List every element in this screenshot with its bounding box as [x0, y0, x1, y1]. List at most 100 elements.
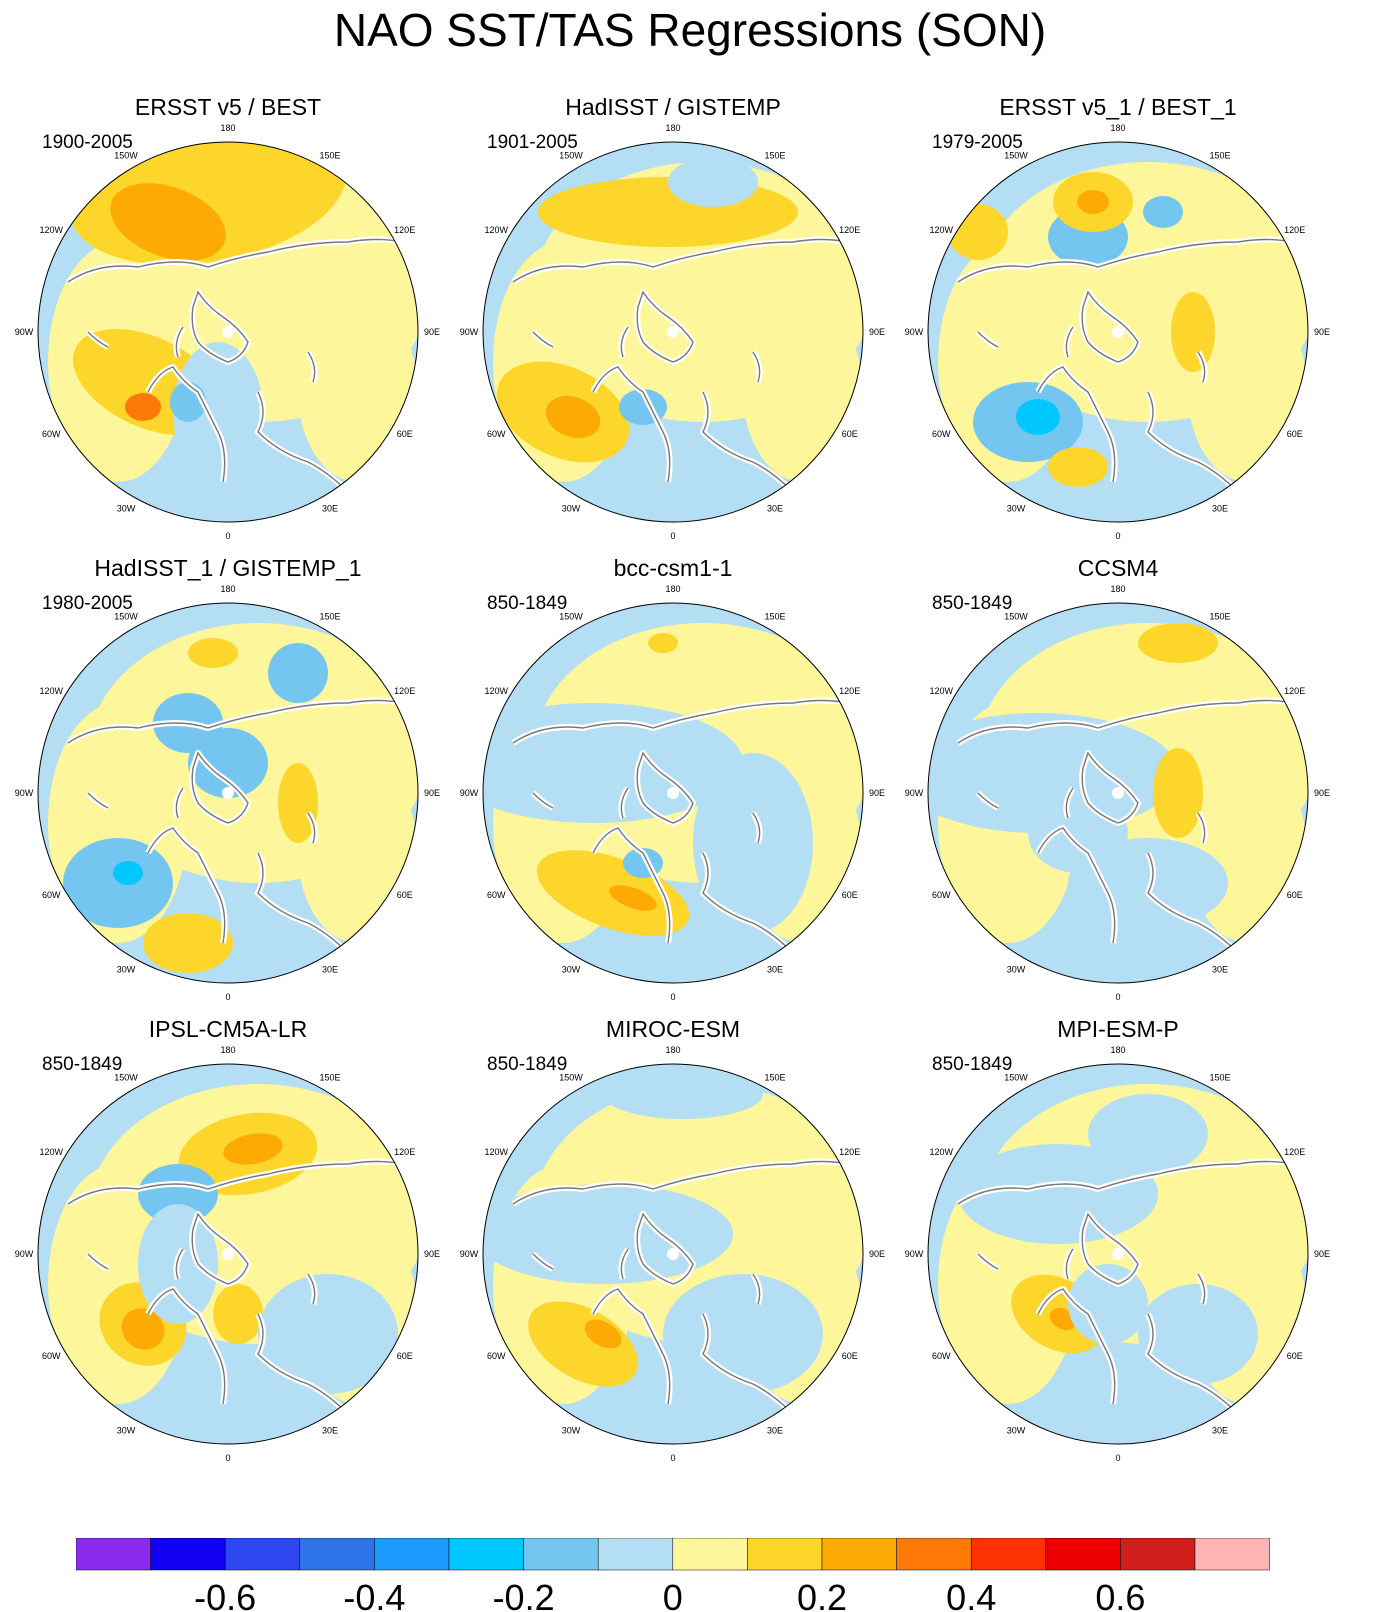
- coastline: [752, 351, 761, 383]
- anomaly-region: [743, 302, 863, 482]
- panel-period: 1979-2005: [932, 132, 1023, 153]
- pole-hole: [667, 787, 679, 799]
- longitude-label: 90W: [905, 327, 924, 337]
- panel-title: bcc-csm1-1: [613, 555, 733, 581]
- longitude-label: 30E: [322, 965, 338, 975]
- longitude-label: 90E: [424, 1249, 440, 1259]
- longitude-label: 0: [1115, 1453, 1120, 1463]
- map-border: [482, 1063, 864, 1445]
- longitude-label: 150E: [319, 611, 340, 621]
- coastline: [67, 238, 404, 283]
- coastline: [257, 1313, 349, 1415]
- coastline: [147, 1288, 226, 1405]
- colorbar-box: [747, 1538, 823, 1571]
- anomaly-region: [1028, 793, 1128, 873]
- longitude-label: 0: [1115, 992, 1120, 1002]
- longitude-label: 60W: [932, 890, 951, 900]
- panel-title: ERSST v5 / BEST: [134, 94, 322, 120]
- anomaly-region: [258, 1274, 398, 1394]
- anomaly-region: [648, 633, 678, 653]
- longitude-label: 150W: [559, 611, 583, 621]
- longitude-label: 90E: [1314, 327, 1330, 337]
- longitude-label: 90E: [1314, 1249, 1330, 1259]
- longitude-label: 60E: [397, 429, 413, 439]
- coastline: [1037, 1288, 1116, 1405]
- polar-map: 180 150E 120E 90E 60E 30E 0 30W 60W 90W 120W 150W: [905, 123, 1330, 541]
- anomaly-region: [584, 1319, 622, 1349]
- polar-map: 180 150E 120E 90E 60E 30E 0 30W 60W 90W 120W 150W: [460, 123, 885, 541]
- longitude-label: 30E: [767, 965, 783, 975]
- pole-hole: [222, 326, 234, 338]
- longitude-label: 120E: [394, 686, 415, 696]
- longitude-label: 120E: [394, 225, 415, 235]
- longitude-label: 180: [1110, 123, 1125, 133]
- coastline: [1065, 1248, 1074, 1280]
- coastline: [957, 1160, 1294, 1205]
- colorbar-box: [374, 1538, 450, 1571]
- longitude-label: 60W: [487, 429, 506, 439]
- coastline: [307, 812, 316, 844]
- longitude-label: 30E: [1212, 504, 1228, 514]
- map-border: [482, 141, 864, 523]
- coastline: [147, 366, 226, 483]
- coastline: [592, 1288, 671, 1405]
- anomaly-region: [1138, 623, 1218, 663]
- colorbar-tick-label: 0.2: [797, 1577, 847, 1612]
- coastline: [175, 1248, 184, 1280]
- longitude-label: 30W: [1007, 504, 1026, 514]
- longitude-label: 60W: [932, 1351, 951, 1361]
- coastline: [175, 326, 184, 358]
- longitude-label: 90W: [460, 327, 479, 337]
- longitude-label: 30E: [1212, 1426, 1228, 1436]
- polar-map: 180 150E 120E 90E 60E 30E 0 30W 60W 90W 120W 150W: [15, 123, 440, 541]
- longitude-label: 150W: [114, 150, 138, 160]
- coastline: [257, 852, 349, 954]
- anomaly-region: [545, 395, 601, 439]
- longitude-label: 60W: [42, 890, 61, 900]
- longitude-label: 120W: [930, 1147, 954, 1157]
- longitude-label: 30E: [1212, 965, 1228, 975]
- colorbar-box: [76, 1538, 151, 1571]
- longitude-label: 120W: [40, 225, 64, 235]
- map-panel: 180 150E 120E 90E 60E 30E 0 30W 60W 90W 120W 150W Ha…: [453, 92, 893, 562]
- anomaly-region: [63, 838, 173, 928]
- map-panel: 180 150E 120E 90E 60E 30E 0 30W 60W 90W 120W 150W IP…: [8, 1014, 448, 1484]
- panel-period: 850-1849: [487, 1054, 568, 1075]
- anomaly-region: [268, 643, 328, 703]
- polar-map: 180 150E 120E 90E 60E 30E 0 30W 60W 90W 120W 150W: [905, 584, 1330, 1002]
- anomaly-region: [693, 753, 813, 933]
- longitude-label: 150E: [764, 1072, 785, 1082]
- anomaly-region: [538, 177, 798, 247]
- map-border: [482, 602, 864, 984]
- anomaly-region: [1088, 1094, 1208, 1174]
- coastline: [1081, 1212, 1139, 1285]
- panel-period: 1980-2005: [42, 593, 133, 614]
- coastline: [147, 827, 226, 944]
- anomaly-region: [958, 1144, 1158, 1244]
- coastline: [512, 1160, 849, 1205]
- longitude-label: 30W: [1007, 1426, 1026, 1436]
- map-panel: 180 150E 120E 90E 60E 30E 0 30W 60W 90W 120W 150W MP…: [898, 1014, 1338, 1484]
- coastline: [87, 792, 109, 809]
- longitude-label: 60W: [487, 1351, 506, 1361]
- colorbar-box: [523, 1538, 599, 1571]
- coastline: [592, 366, 671, 483]
- map-border: [37, 141, 419, 523]
- pole-hole: [667, 1248, 679, 1260]
- longitude-label: 120E: [839, 225, 860, 235]
- longitude-label: 120W: [485, 225, 509, 235]
- longitude-label: 120W: [930, 686, 954, 696]
- anomaly-region: [1138, 1284, 1258, 1384]
- coastline: [307, 351, 316, 383]
- longitude-label: 30W: [117, 1426, 136, 1436]
- longitude-label: 90E: [869, 1249, 885, 1259]
- longitude-label: 90W: [905, 788, 924, 798]
- anomaly-region: [143, 913, 233, 973]
- map-border: [927, 1063, 1309, 1445]
- colorbar-tick-label: -0.4: [343, 1577, 405, 1612]
- coastline: [1037, 827, 1116, 944]
- longitude-label: 0: [225, 992, 230, 1002]
- polar-map: 180 150E 120E 90E 60E 30E 0 30W 60W 90W 120W 150W: [15, 1045, 440, 1463]
- coastline: [620, 787, 629, 819]
- longitude-label: 150W: [559, 1072, 583, 1082]
